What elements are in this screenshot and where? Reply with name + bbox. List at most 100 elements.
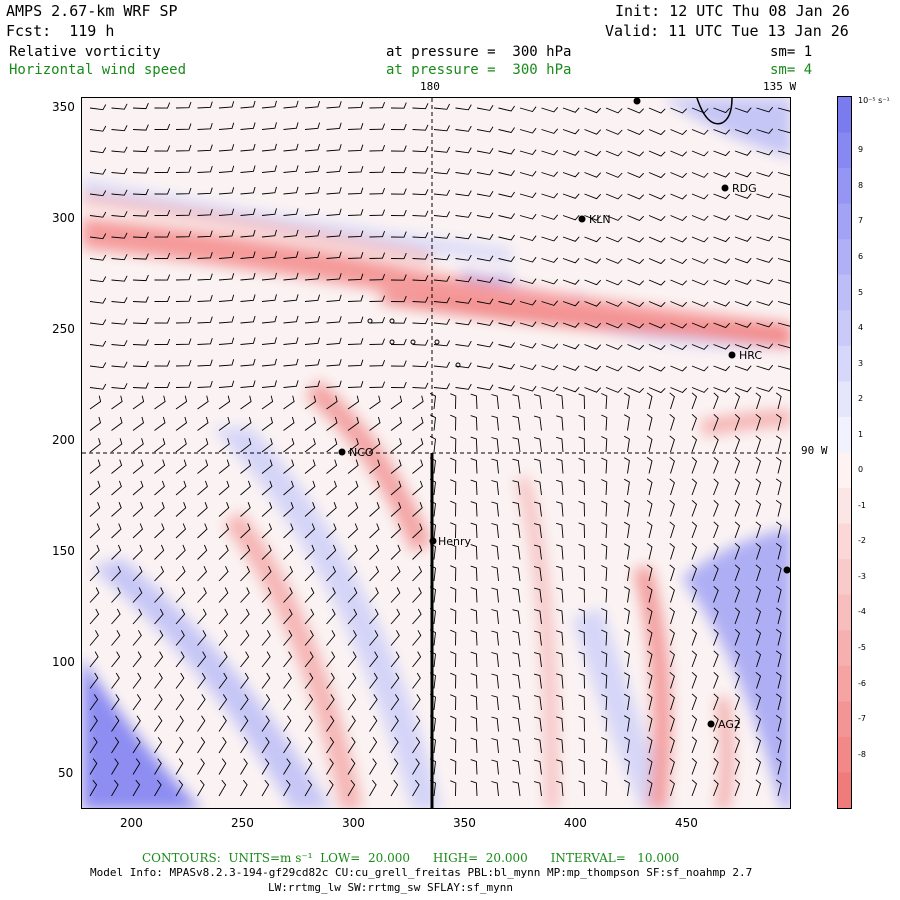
wind-barb [111, 480, 122, 496]
model-title: AMPS 2.67-km WRF SP [6, 2, 178, 20]
wind-barb [240, 251, 256, 259]
wind-barb [578, 393, 585, 410]
wind-barb [390, 166, 407, 174]
meridian-label-top: 180 [420, 80, 440, 93]
wind-barb [197, 651, 207, 668]
wind-barb [154, 758, 162, 775]
wind-barb [412, 382, 429, 389]
wind-barb [556, 673, 564, 689]
wind-barb [734, 322, 752, 328]
wind-barb [734, 279, 752, 285]
wind-barb [347, 338, 364, 345]
wind-barb [369, 715, 378, 732]
wind-barb [556, 694, 564, 711]
wind-barb [218, 587, 229, 603]
wind-barb [240, 208, 256, 216]
wind-barb [111, 125, 128, 132]
wind-barb [562, 172, 580, 178]
wind-barb [89, 168, 107, 175]
colorbar-segment [838, 488, 851, 525]
wind-barb [691, 413, 698, 431]
wind-barb [433, 318, 451, 325]
wind-barb [390, 145, 407, 152]
wind-barb [412, 361, 429, 368]
wind-barb [646, 435, 653, 453]
wind-barb [541, 365, 559, 371]
wind-barb [240, 459, 252, 474]
wind-barb [347, 144, 364, 152]
wind-barb [261, 502, 273, 517]
wind-barb [369, 736, 378, 754]
wind-barb [304, 480, 316, 496]
wind-barb [111, 715, 120, 732]
wind-barb [691, 607, 698, 625]
wind-barb [429, 543, 436, 560]
wind-barb [556, 458, 564, 474]
wind-barb [429, 521, 436, 539]
wind-barb [646, 414, 653, 431]
wind-barb [304, 587, 315, 603]
wind-barb [519, 299, 537, 306]
wind-barb [713, 736, 719, 754]
wind-barb [111, 395, 123, 410]
wind-barb [512, 759, 521, 775]
wind-barb [218, 694, 228, 711]
wind-barb [476, 191, 494, 197]
wind-barb [646, 779, 653, 797]
wind-barb [691, 215, 709, 221]
wind-barb [646, 672, 653, 689]
wind-barb [154, 608, 164, 625]
wind-barb [623, 392, 630, 410]
wind-barb [519, 364, 537, 371]
wind-barb [498, 191, 515, 198]
colorbar-segment [838, 310, 851, 347]
wind-barb [326, 566, 337, 582]
wind-barb [369, 187, 386, 195]
wind-barb [390, 480, 402, 496]
wind-barb [691, 521, 698, 539]
wind-barb [111, 168, 128, 175]
wind-barb [175, 438, 187, 453]
wind-barb [627, 236, 645, 243]
wind-barb [412, 395, 424, 410]
wind-barb [154, 416, 166, 431]
wind-barb [429, 672, 436, 689]
wind-barb [390, 338, 407, 346]
wind-barb [578, 543, 585, 560]
wind-barb [691, 650, 698, 668]
wind-barb [390, 608, 401, 625]
wind-barb [197, 187, 213, 195]
wind-barb [498, 277, 515, 284]
wind-barb [713, 521, 719, 539]
wind-barb [390, 274, 407, 281]
wind-barb [111, 275, 128, 282]
wind-barb [111, 523, 122, 539]
wind-barb [283, 715, 292, 732]
wind-barb [601, 672, 608, 689]
wind-barb [450, 479, 457, 496]
wind-barb [304, 272, 321, 281]
wind-barb [369, 587, 379, 603]
wind-barb [132, 651, 142, 668]
wind-barb [283, 438, 295, 453]
wind-barb [347, 209, 364, 216]
wind-barb [240, 143, 256, 152]
wind-barb [756, 321, 774, 328]
wind-barb [713, 478, 719, 496]
wind-barb [412, 275, 429, 282]
wind-barb [669, 435, 675, 453]
wind-barb [111, 672, 120, 689]
wind-barb [777, 258, 790, 263]
wind-barb [412, 103, 429, 110]
wind-barb [326, 480, 337, 496]
wind-barb [326, 122, 342, 130]
wind-barb [734, 257, 752, 264]
wind-barb [669, 413, 675, 431]
wind-barb [646, 543, 653, 560]
wind-barb [369, 438, 381, 453]
wind-barb [304, 736, 313, 754]
wind-barb [450, 608, 457, 625]
wind-barb [412, 694, 421, 711]
station-label: KLN [589, 213, 611, 226]
wind-barb [755, 607, 762, 625]
